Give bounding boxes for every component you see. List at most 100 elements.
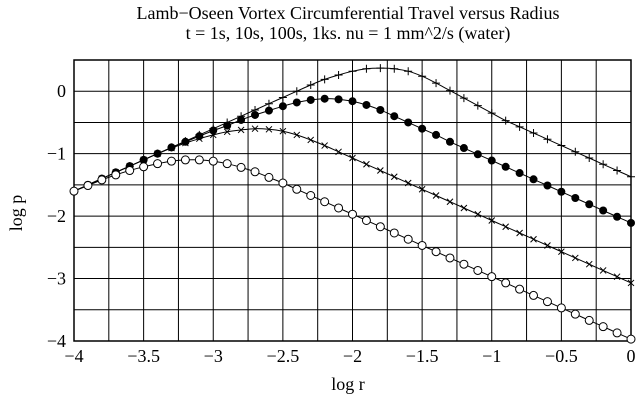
data-point-cross xyxy=(349,154,356,162)
data-point-cross xyxy=(307,136,315,144)
data-point-cross xyxy=(237,126,245,134)
data-point-cross xyxy=(404,179,412,187)
data-point-plus xyxy=(599,160,608,169)
data-point-open-circle xyxy=(194,155,204,165)
data-point-filled-circle xyxy=(432,130,441,139)
data-point-open-circle xyxy=(403,234,413,244)
data-point-filled-circle xyxy=(599,206,608,215)
data-point-open-circle xyxy=(320,197,330,207)
series-layer xyxy=(69,64,636,344)
data-point-filled-circle xyxy=(501,162,510,171)
data-point-open-circle xyxy=(389,228,399,238)
x-tick-label: 0 xyxy=(627,346,636,366)
x-tick-label: −2.5 xyxy=(267,346,300,366)
data-point-open-circle xyxy=(166,156,176,166)
data-point-plus xyxy=(529,129,538,138)
data-point-cross xyxy=(182,139,189,147)
data-point-filled-circle xyxy=(362,100,371,109)
data-point-cross xyxy=(599,267,607,274)
data-point-open-circle xyxy=(278,178,288,188)
data-point-cross xyxy=(363,160,370,168)
data-point-open-circle xyxy=(180,155,190,165)
data-point-open-circle xyxy=(375,222,385,232)
data-point-filled-circle xyxy=(320,94,329,103)
data-point-open-circle xyxy=(515,284,525,294)
data-point-open-circle xyxy=(153,159,163,169)
data-point-open-circle xyxy=(361,215,371,225)
data-point-open-circle xyxy=(236,162,246,172)
data-point-open-circle xyxy=(222,159,232,169)
data-point-cross xyxy=(502,223,510,231)
data-point-plus xyxy=(627,172,635,181)
data-point-cross xyxy=(613,273,621,281)
data-point-cross xyxy=(140,156,147,164)
data-point-plus xyxy=(445,86,454,95)
data-point-open-circle xyxy=(598,322,608,332)
data-point-cross xyxy=(571,254,579,262)
data-point-cross xyxy=(488,217,496,224)
data-point-filled-circle xyxy=(292,98,301,107)
data-point-cross xyxy=(432,192,440,199)
chart-subtitle: t = 1s, 10s, 100s, 1ks. nu = 1 mm^2/s (w… xyxy=(186,23,511,44)
data-point-open-circle xyxy=(459,259,469,269)
data-point-open-circle xyxy=(69,186,79,196)
data-point-plus xyxy=(473,101,482,110)
y-axis-label: log p xyxy=(6,195,26,232)
data-point-open-circle xyxy=(612,328,622,338)
data-point-filled-circle xyxy=(515,169,524,178)
data-point-filled-circle xyxy=(473,150,482,159)
data-point-filled-circle xyxy=(237,115,246,124)
data-point-cross xyxy=(209,131,217,139)
data-point-plus xyxy=(334,70,343,79)
x-tick-label: −3 xyxy=(204,346,223,366)
data-point-open-circle xyxy=(556,303,566,313)
data-point-cross xyxy=(585,260,593,268)
data-point-open-circle xyxy=(97,175,107,185)
axes: −4 −3.5 −3 −2.5 −2 −1.5 −1 −0.5 0 −4 −3 −2 −1 0 xyxy=(47,59,636,366)
data-point-plus xyxy=(571,147,580,156)
data-point-cross xyxy=(251,125,259,133)
data-point-plus xyxy=(515,122,524,131)
data-point-filled-circle xyxy=(459,144,468,153)
data-point-filled-circle xyxy=(251,110,260,119)
data-point-filled-circle xyxy=(571,194,580,203)
data-point-cross xyxy=(376,167,384,174)
data-point-open-circle xyxy=(542,297,552,307)
data-point-cross xyxy=(558,248,565,256)
data-point-cross xyxy=(195,135,203,143)
data-point-open-circle xyxy=(208,156,218,166)
x-tick-label: −1.5 xyxy=(406,346,439,366)
x-tick-label: −2 xyxy=(343,346,362,366)
data-point-open-circle xyxy=(83,181,93,191)
data-point-plus xyxy=(487,109,496,118)
data-point-filled-circle xyxy=(264,106,273,115)
data-point-open-circle xyxy=(570,309,580,319)
data-point-open-circle xyxy=(334,203,344,213)
data-point-plus xyxy=(376,64,385,73)
data-point-open-circle xyxy=(139,162,149,172)
x-tick-label: −1 xyxy=(482,346,501,366)
data-point-filled-circle xyxy=(334,95,343,104)
data-point-cross xyxy=(446,198,454,206)
data-point-cross xyxy=(530,235,537,243)
data-point-filled-circle xyxy=(223,121,232,130)
data-point-plus xyxy=(557,141,566,150)
data-point-cross xyxy=(168,144,175,152)
data-point-cross xyxy=(154,150,161,158)
data-point-filled-circle xyxy=(306,95,315,104)
y-tick-label: −2 xyxy=(47,206,66,226)
data-point-open-circle xyxy=(626,334,636,344)
data-point-plus xyxy=(459,94,468,103)
data-point-open-circle xyxy=(487,272,497,282)
data-point-filled-circle xyxy=(376,105,385,114)
data-point-plus xyxy=(585,154,594,163)
data-point-open-circle xyxy=(431,247,441,257)
data-point-plus xyxy=(320,75,329,84)
data-point-cross xyxy=(335,148,342,156)
x-tick-label: −0.5 xyxy=(545,346,578,366)
data-point-filled-circle xyxy=(348,97,357,106)
y-tick-label: −4 xyxy=(47,331,66,351)
data-point-filled-circle xyxy=(278,102,287,111)
data-point-open-circle xyxy=(250,167,260,177)
y-tick-label: −3 xyxy=(47,269,66,289)
